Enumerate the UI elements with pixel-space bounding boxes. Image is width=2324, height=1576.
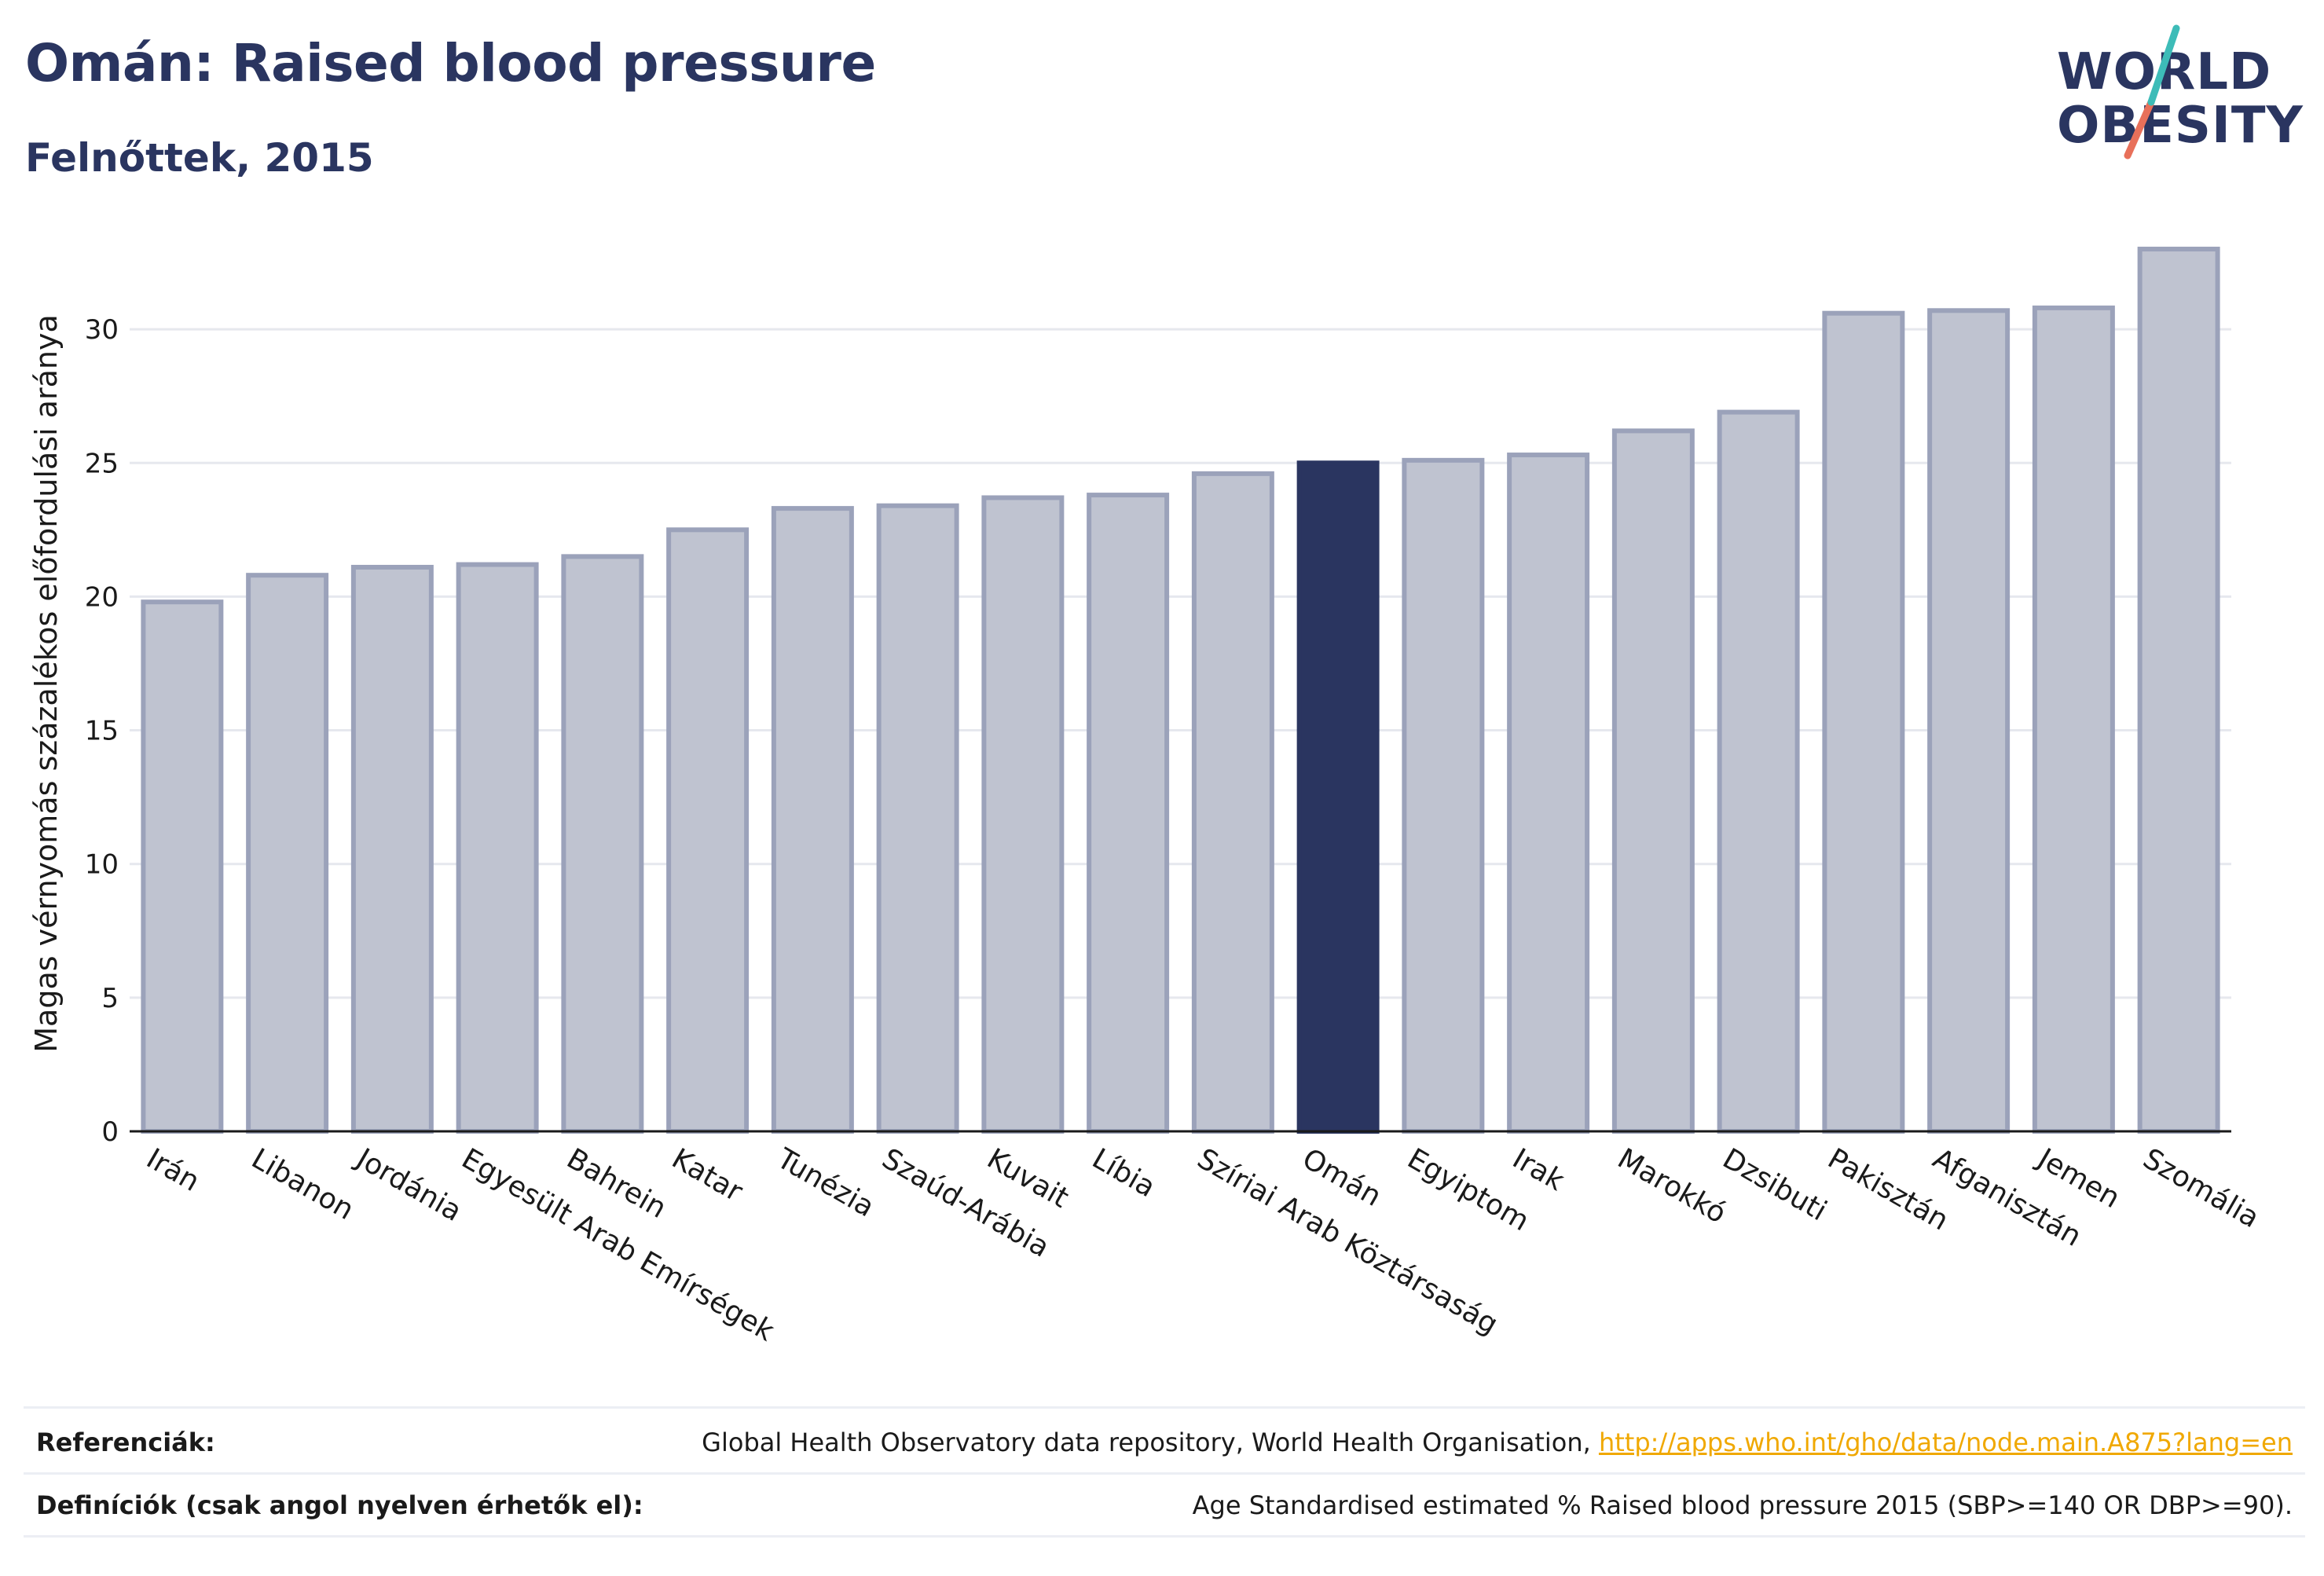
logo-slash-icon bbox=[2124, 24, 2180, 159]
bar bbox=[350, 564, 434, 1134]
bar bbox=[2032, 305, 2115, 1134]
x-tick-label: Jordánia bbox=[350, 1142, 467, 1228]
x-tick-label: Dzsibuti bbox=[1717, 1142, 1832, 1227]
references-link[interactable]: http://apps.who.int/gho/data/node.main.A… bbox=[1598, 1428, 2293, 1457]
bar bbox=[2137, 247, 2220, 1134]
bar bbox=[1822, 310, 1905, 1134]
page-title: Omán: Raised blood pressure bbox=[25, 33, 876, 93]
bar bbox=[771, 506, 854, 1134]
bar bbox=[1296, 460, 1380, 1134]
x-tick-label: Szomália bbox=[2138, 1142, 2265, 1234]
y-tick-label: 25 bbox=[85, 448, 119, 479]
references-value: Global Health Observatory data repositor… bbox=[702, 1428, 2305, 1457]
x-tick-label: Pakisztán bbox=[1822, 1142, 1953, 1237]
bar bbox=[1611, 428, 1695, 1134]
bar bbox=[246, 573, 329, 1134]
footer-divider bbox=[24, 1535, 2305, 1538]
references-text: Global Health Observatory data repositor… bbox=[702, 1428, 1599, 1457]
world-obesity-logo: WORLD OBESITY bbox=[2051, 24, 2310, 165]
bar bbox=[981, 495, 1065, 1134]
x-tick-label: Katar bbox=[666, 1142, 748, 1208]
bar bbox=[876, 503, 959, 1134]
footer-divider bbox=[24, 1472, 2305, 1475]
y-tick-label: 10 bbox=[85, 849, 119, 881]
y-tick-label: 5 bbox=[101, 983, 119, 1014]
x-tick-label: Líbia bbox=[1087, 1142, 1160, 1204]
x-tick-label: Tunézia bbox=[771, 1142, 880, 1224]
footer-references-row: Referenciák: Global Health Observatory d… bbox=[24, 1413, 2305, 1472]
definitions-label: Definíciók (csak angol nyelven érhetők e… bbox=[36, 1490, 643, 1520]
x-tick-label: Libanon bbox=[246, 1142, 359, 1226]
references-label: Referenciák: bbox=[36, 1428, 215, 1457]
bar-chart: 0 5 10 15 20 25 30 Magas vérnyomás százalékos e… bbox=[29, 247, 2265, 1348]
page-subtitle: Felnőttek, 2015 bbox=[25, 135, 374, 181]
bar bbox=[1087, 493, 1170, 1134]
bar bbox=[561, 554, 644, 1134]
x-tick-label: Irán bbox=[141, 1142, 204, 1198]
y-tick-label: 15 bbox=[85, 716, 119, 747]
bar bbox=[456, 562, 539, 1134]
definitions-value: Age Standardised estimated % Raised bloo… bbox=[1192, 1490, 2293, 1520]
bar bbox=[141, 599, 224, 1134]
logo-text-obesity: OBESITY bbox=[2057, 97, 2304, 155]
bar bbox=[1402, 457, 1485, 1134]
y-axis-title: Magas vérnyomás százalékos előfordulási … bbox=[29, 314, 64, 1052]
footer-definitions-row: Definíciók (csak angol nyelven érhetők e… bbox=[24, 1475, 2305, 1535]
bar bbox=[666, 527, 750, 1134]
footer-divider bbox=[24, 1406, 2305, 1409]
y-tick-label: 20 bbox=[85, 581, 119, 613]
bar bbox=[1717, 409, 1800, 1134]
bar bbox=[1927, 308, 2011, 1134]
y-tick-label: 30 bbox=[85, 314, 119, 346]
y-tick-label: 0 bbox=[101, 1116, 119, 1148]
bar bbox=[1191, 471, 1274, 1134]
x-tick-label: Marokkó bbox=[1612, 1142, 1732, 1230]
bar bbox=[1507, 453, 1590, 1134]
x-tick-label: Irak bbox=[1507, 1142, 1570, 1197]
